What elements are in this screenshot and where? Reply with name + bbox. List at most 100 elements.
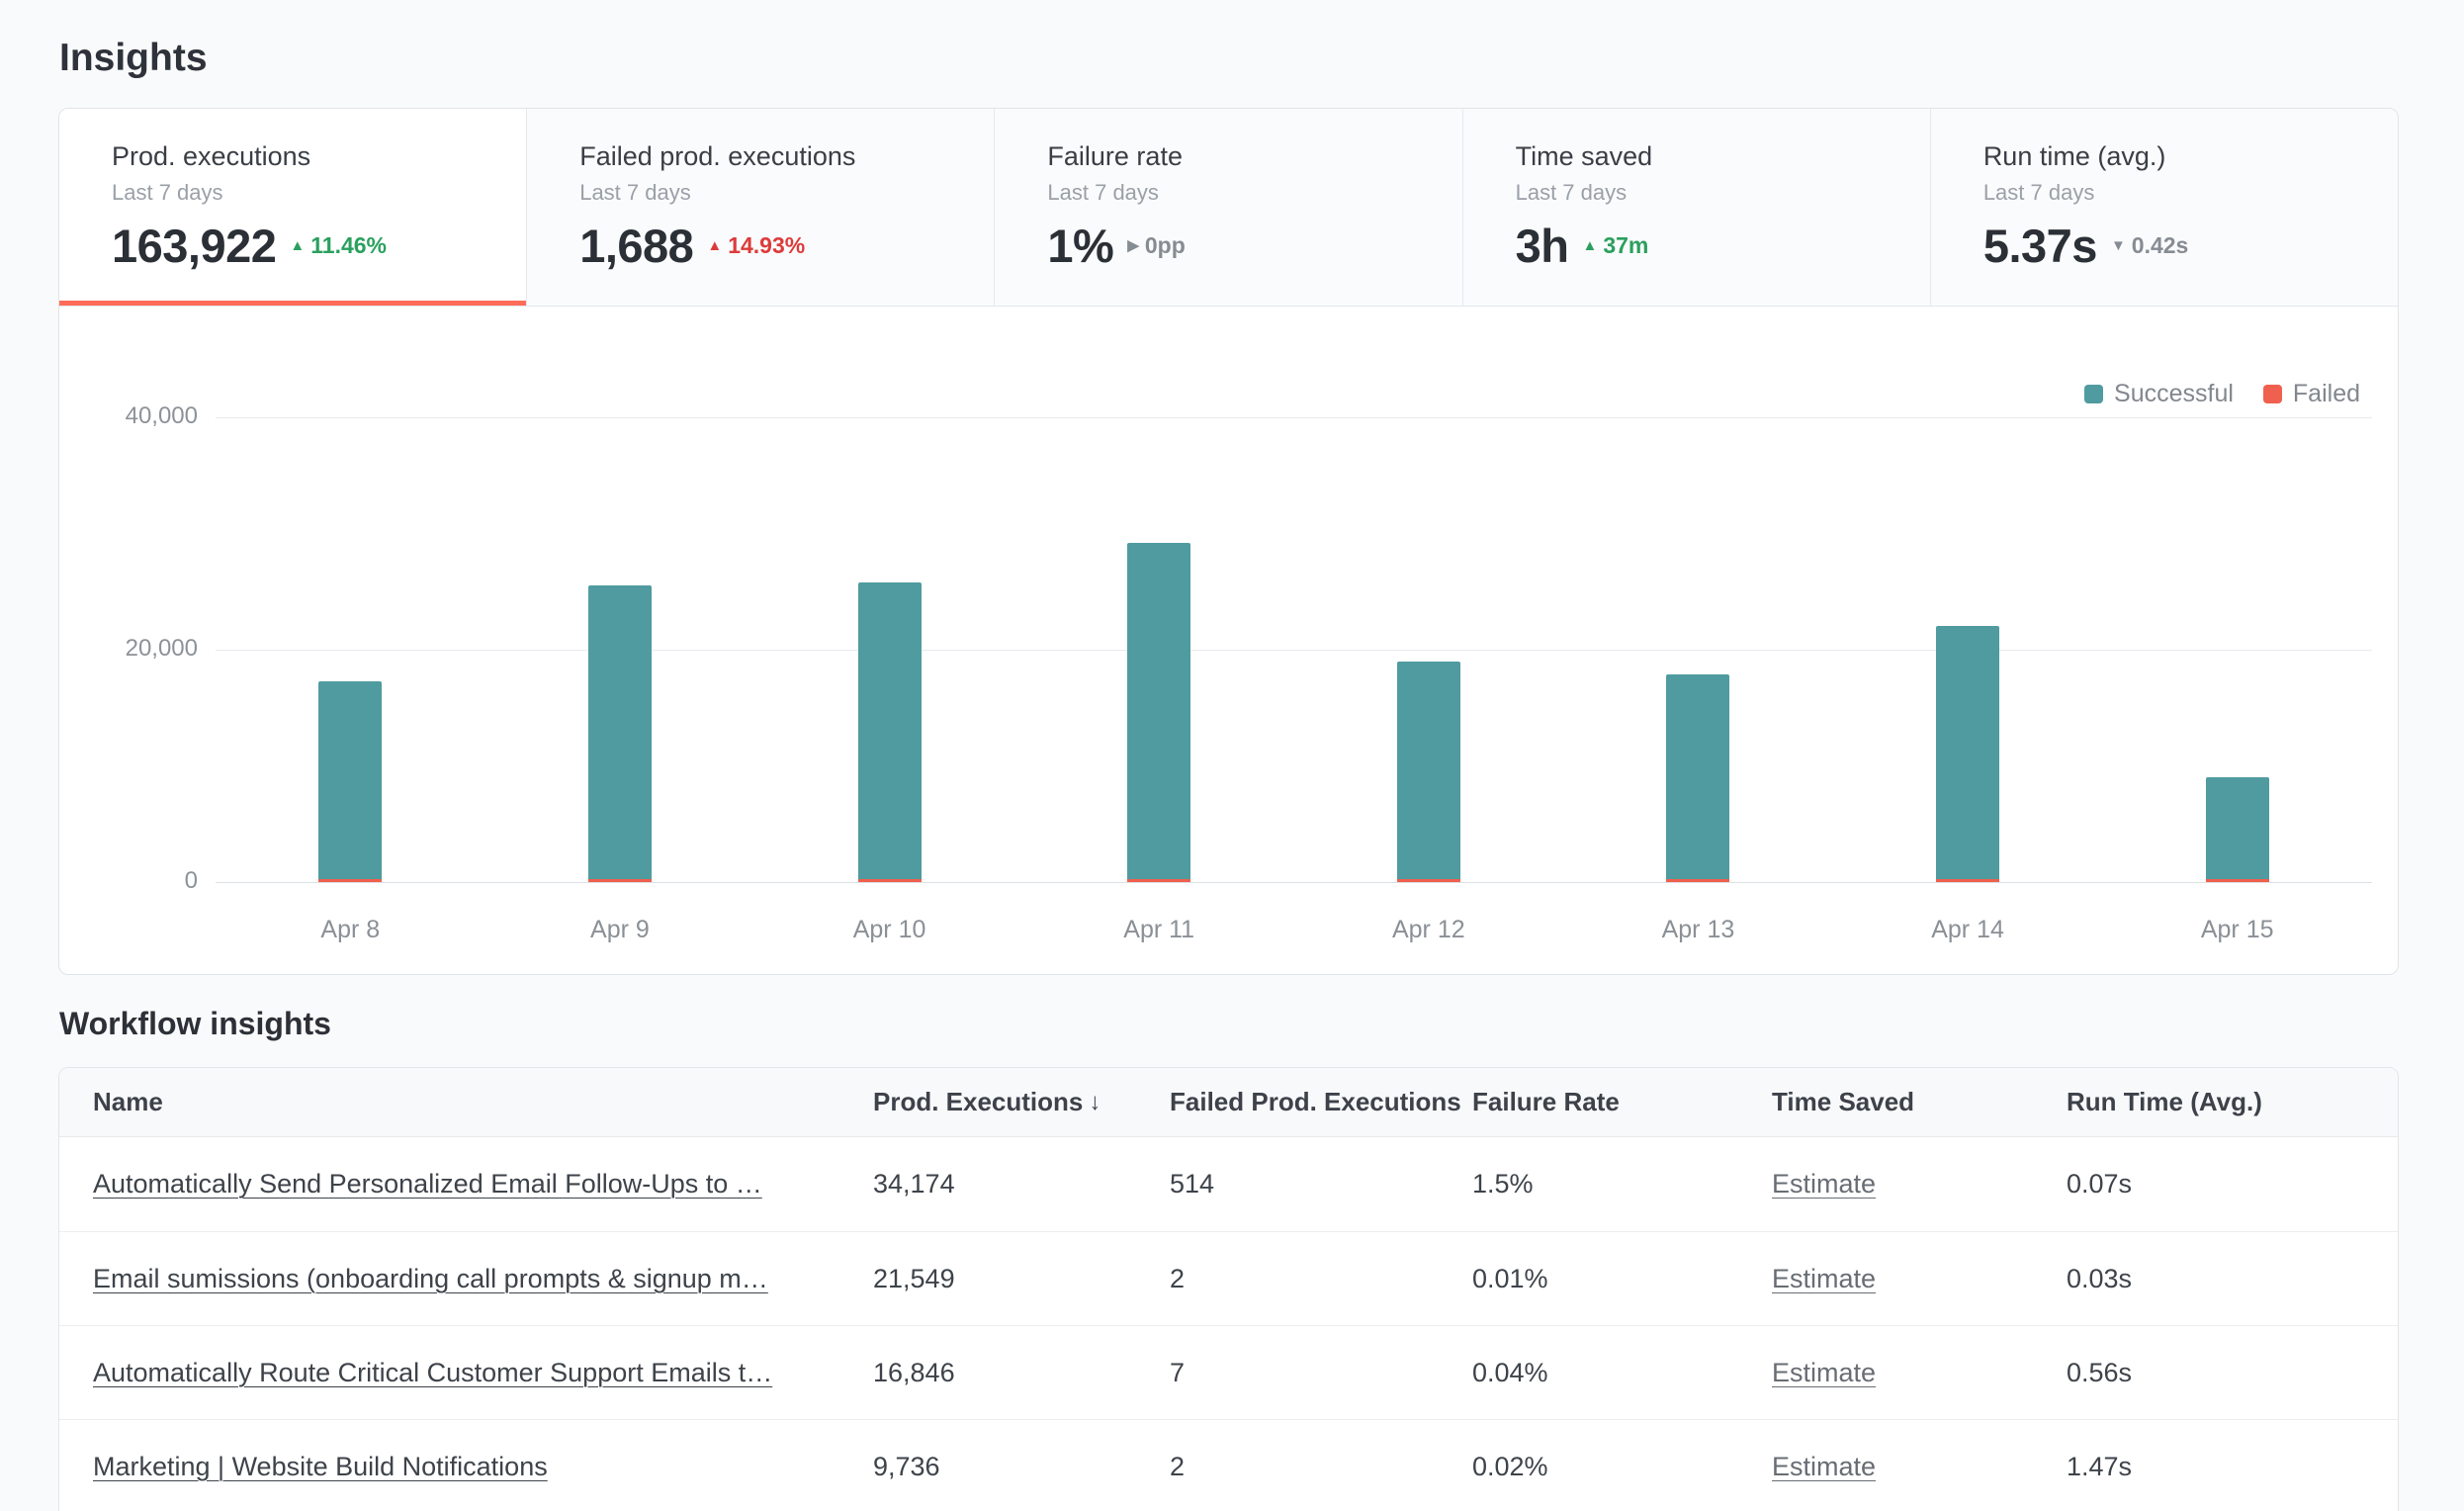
- page-title: Insights: [59, 36, 2399, 81]
- column-label: Run Time (Avg.): [2067, 1087, 2262, 1117]
- successful-bar-segment: [1936, 626, 1999, 879]
- column-header-failed-prod-executions[interactable]: Failed Prod. Executions: [1136, 1087, 1439, 1117]
- card-sublabel: Last 7 days: [1047, 180, 1442, 206]
- failure-rate-cell: 0.02%: [1439, 1452, 1738, 1482]
- workflow-name-link[interactable]: Automatically Route Critical Customer Su…: [93, 1358, 772, 1387]
- failed-bar-segment: [1397, 879, 1460, 882]
- card-label: Prod. executions: [112, 141, 506, 172]
- successful-bar-segment: [318, 681, 382, 879]
- workflow-name-link[interactable]: Marketing | Website Build Notifications: [93, 1452, 548, 1481]
- column-label: Failure Rate: [1472, 1087, 1620, 1117]
- failed-swatch-icon: [2263, 385, 2282, 403]
- successful-bar-segment: [588, 585, 652, 879]
- column-header-prod-executions[interactable]: Prod. Executions↓: [839, 1087, 1136, 1117]
- card-delta-value: 0.42s: [2132, 232, 2189, 259]
- bar-group: [754, 417, 1024, 882]
- name-cell: Automatically Send Personalized Email Fo…: [59, 1169, 839, 1200]
- column-header-time-saved[interactable]: Time Saved: [1738, 1087, 2033, 1117]
- failed-bar-segment: [1666, 879, 1729, 882]
- prod-executions-cell: 34,174: [839, 1169, 1136, 1200]
- chart-x-labels: Apr 8Apr 9Apr 10Apr 11Apr 12Apr 13Apr 14…: [216, 916, 2372, 944]
- card-sublabel: Last 7 days: [579, 180, 974, 206]
- run-time-cell: 1.47s: [2033, 1452, 2398, 1482]
- bar-apr-15: [2206, 777, 2269, 882]
- x-axis-label: Apr 10: [754, 916, 1024, 944]
- card-sublabel: Last 7 days: [112, 180, 506, 206]
- failure-rate-cell: 1.5%: [1439, 1169, 1738, 1200]
- failed-prod-executions-cell: 2: [1136, 1264, 1439, 1294]
- failed-bar-segment: [1127, 879, 1190, 882]
- prod-executions-cell: 9,736: [839, 1452, 1136, 1482]
- workflow-insights-title: Workflow insights: [59, 1005, 2399, 1042]
- y-axis-label: 0: [59, 867, 198, 895]
- workflow-insights-table: NameProd. Executions↓Failed Prod. Execut…: [58, 1067, 2399, 1511]
- trend-down-icon: ▼: [2111, 238, 2126, 253]
- failed-prod-executions-cell: 7: [1136, 1358, 1439, 1388]
- card-delta: ▼ 0.42s: [2111, 232, 2188, 259]
- legend-item-successful[interactable]: Successful: [2084, 380, 2234, 408]
- card-value-row: 1,688▲14.93%: [579, 219, 974, 273]
- workflow-name-link[interactable]: Automatically Send Personalized Email Fo…: [93, 1169, 762, 1199]
- run-time-cell: 0.03s: [2033, 1264, 2398, 1294]
- estimate-link[interactable]: Estimate: [1772, 1169, 1876, 1199]
- card-delta: ▶0pp: [1127, 232, 1185, 259]
- bar-apr-9: [588, 585, 652, 882]
- column-header-run-time-avg[interactable]: Run Time (Avg.): [2033, 1087, 2398, 1117]
- column-header-failure-rate[interactable]: Failure Rate: [1439, 1087, 1738, 1117]
- failed-prod-executions-cell: 514: [1136, 1169, 1439, 1200]
- stat-card-prod-executions[interactable]: Prod. executionsLast 7 days163,922▲11.46…: [59, 109, 527, 306]
- insights-page: Insights Prod. executionsLast 7 days163,…: [58, 36, 2399, 1511]
- run-time-cell: 0.56s: [2033, 1358, 2398, 1388]
- column-label: Time Saved: [1772, 1087, 1914, 1117]
- insights-panel: Prod. executionsLast 7 days163,922▲11.46…: [58, 108, 2399, 975]
- chart-legend: Successful Failed: [2084, 380, 2360, 408]
- estimate-link[interactable]: Estimate: [1772, 1452, 1876, 1481]
- stat-card-failed-prod-executions[interactable]: Failed prod. executionsLast 7 days1,688▲…: [527, 109, 995, 306]
- estimate-link[interactable]: Estimate: [1772, 1264, 1876, 1293]
- trend-up-icon: ▲: [1582, 238, 1597, 253]
- sort-desc-icon: ↓: [1089, 1089, 1100, 1116]
- bar-apr-8: [318, 681, 382, 882]
- card-sublabel: Last 7 days: [1516, 180, 1910, 206]
- bar-group: [1563, 417, 1833, 882]
- name-cell: Automatically Route Critical Customer Su…: [59, 1358, 839, 1388]
- bar-apr-14: [1936, 626, 1999, 882]
- x-axis-label: Apr 15: [2102, 916, 2372, 944]
- time-saved-cell: Estimate: [1738, 1358, 2033, 1388]
- failed-bar-segment: [1936, 879, 1999, 882]
- trend-up-icon: ▲: [290, 238, 305, 253]
- table-header: NameProd. Executions↓Failed Prod. Execut…: [59, 1068, 2398, 1137]
- stat-card-time-saved[interactable]: Time savedLast 7 days3h▲37m: [1463, 109, 1931, 306]
- failed-bar-segment: [858, 879, 922, 882]
- failed-prod-executions-cell: 2: [1136, 1452, 1439, 1482]
- estimate-link[interactable]: Estimate: [1772, 1358, 1876, 1387]
- card-label: Failed prod. executions: [579, 141, 974, 172]
- column-label: Name: [93, 1087, 163, 1117]
- bar-group: [216, 417, 485, 882]
- table-row: Email sumissions (onboarding call prompt…: [59, 1231, 2398, 1325]
- column-header-name[interactable]: Name: [59, 1087, 839, 1117]
- successful-bar-segment: [1666, 674, 1729, 879]
- trend-up-icon: ▲: [707, 238, 722, 253]
- card-delta-value: 14.93%: [728, 232, 805, 259]
- legend-item-failed[interactable]: Failed: [2263, 380, 2360, 408]
- stat-card-failure-rate[interactable]: Failure rateLast 7 days1%▶0pp: [995, 109, 1462, 306]
- x-axis-label: Apr 9: [485, 916, 755, 944]
- workflow-name-link[interactable]: Email sumissions (onboarding call prompt…: [93, 1264, 768, 1293]
- column-label: Failed Prod. Executions: [1170, 1087, 1461, 1117]
- stat-card-run-time-avg[interactable]: Run time (avg.)Last 7 days5.37s▼0.42s: [1931, 109, 2398, 306]
- card-value: 1%: [1047, 219, 1113, 273]
- bar-group: [1024, 417, 1294, 882]
- bar-group: [1833, 417, 2103, 882]
- card-delta-value: 37m: [1603, 232, 1648, 259]
- prod-executions-cell: 21,549: [839, 1264, 1136, 1294]
- successful-bar-segment: [2206, 777, 2269, 879]
- card-label: Time saved: [1516, 141, 1910, 172]
- x-axis-label: Apr 8: [216, 916, 485, 944]
- x-axis-label: Apr 13: [1563, 916, 1833, 944]
- column-label: Prod. Executions: [873, 1087, 1083, 1117]
- successful-bar-segment: [1127, 543, 1190, 879]
- card-value-row: 5.37s ▼ 0.42s: [1983, 219, 2378, 273]
- x-axis-label: Apr 12: [1294, 916, 1564, 944]
- card-value: 5.37s: [1983, 219, 2097, 273]
